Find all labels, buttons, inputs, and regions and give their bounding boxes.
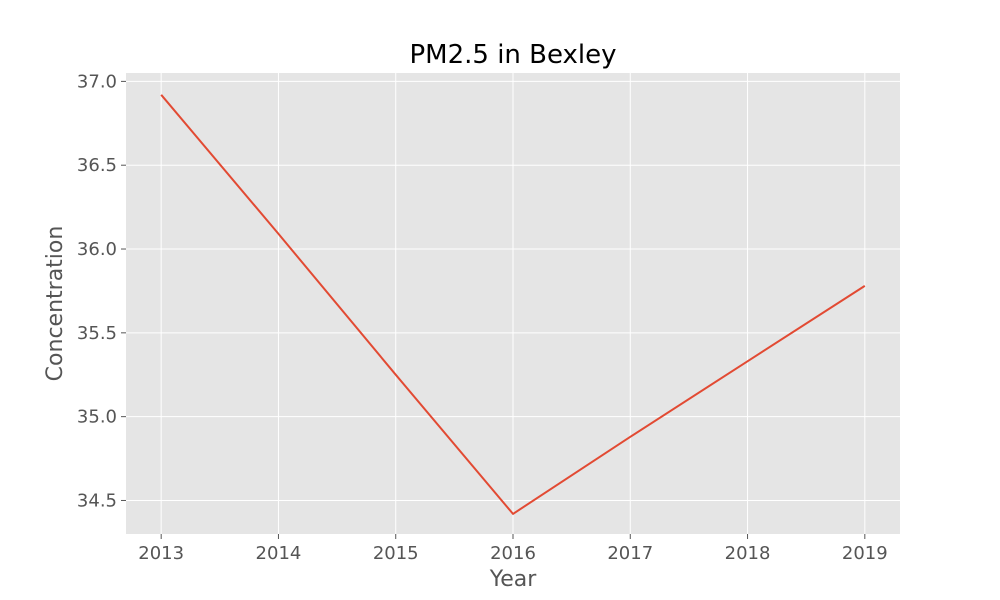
x-tick-label: 2019 [842, 543, 888, 564]
y-tick-label: 35.0 [77, 407, 117, 428]
x-tick-label: 2014 [256, 543, 302, 564]
y-tick-label: 37.0 [77, 71, 117, 92]
y-tick-label: 34.5 [77, 490, 117, 511]
x-tick-label: 2015 [373, 543, 419, 564]
chart-title: PM2.5 in Bexley [409, 40, 616, 70]
x-axis-label: Year [489, 567, 538, 592]
y-axis-label: Concentration [43, 226, 68, 382]
x-tick-label: 2017 [607, 543, 653, 564]
x-tick-label: 2016 [490, 543, 536, 564]
series-line [160, 94, 866, 515]
grid [126, 73, 900, 534]
y-tick-label: 36.0 [77, 239, 117, 260]
x-tick-label: 2018 [725, 543, 771, 564]
x-tick-label: 2013 [138, 543, 184, 564]
x-axis-ticks: 2013 2014 2015 2016 2017 2018 2019 [138, 534, 888, 564]
y-axis-ticks: 34.5 35.0 35.5 36.0 36.5 37.0 [77, 71, 126, 511]
y-tick-label: 35.5 [77, 323, 117, 344]
y-tick-label: 36.5 [77, 155, 117, 176]
series-group [160, 94, 866, 515]
